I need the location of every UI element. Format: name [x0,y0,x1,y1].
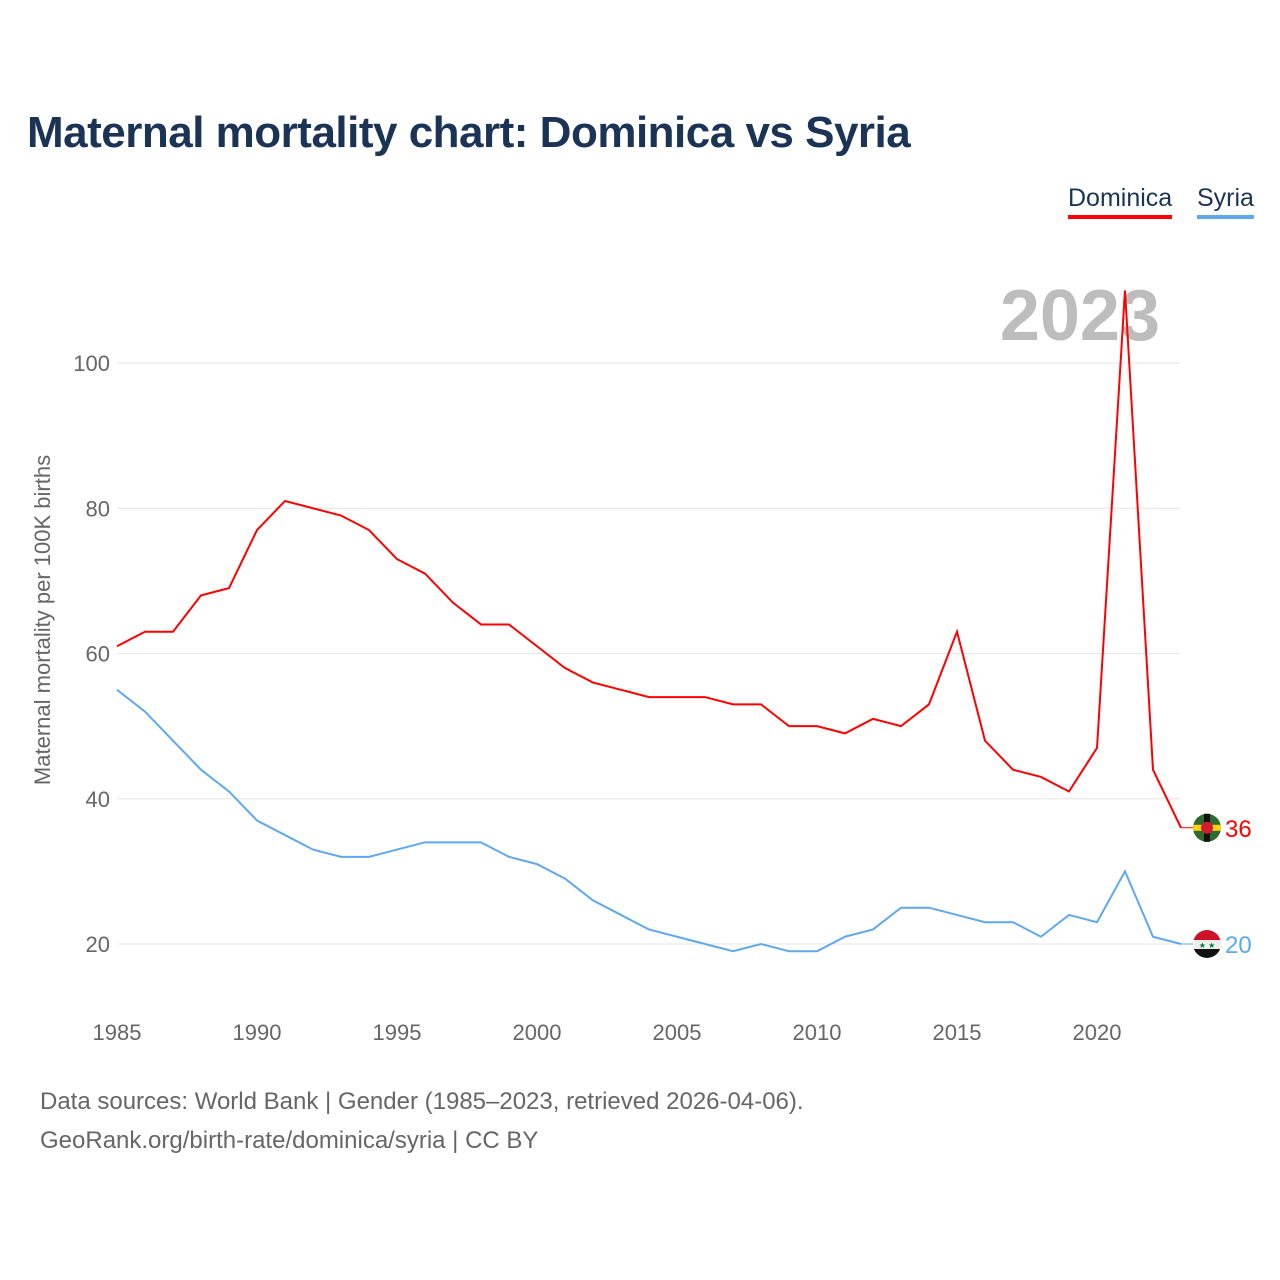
end-value-label: 36 [1225,816,1252,843]
x-tick-label: 2000 [513,1020,562,1045]
x-tick-label: 2015 [933,1020,982,1045]
y-tick-label: 60 [86,642,110,667]
x-tick-label: 1985 [93,1020,142,1045]
footer-url[interactable]: GeoRank.org/birth-rate/dominica/syria | … [40,1127,539,1154]
flag-syria-icon: ★ ★ [1193,930,1221,958]
footer-sources: Data sources: World Bank | Gender (1985–… [40,1088,804,1115]
x-tick-label: 1990 [233,1020,282,1045]
x-tick-label: 2020 [1073,1020,1122,1045]
y-tick-label: 80 [86,496,110,521]
end-value-label: 20 [1225,932,1252,959]
series-line-dominica [116,290,1182,829]
svg-text:★ ★: ★ ★ [1199,941,1216,950]
y-tick-label: 20 [86,932,110,957]
x-tick-label: 2005 [653,1020,702,1045]
x-tick-label: 2010 [793,1020,842,1045]
y-axis-label: Maternal mortality per 100K births [30,455,55,785]
y-tick-label: 40 [86,787,110,812]
y-tick-label: 100 [73,351,110,376]
legend-dominica[interactable]: Dominica [1068,184,1173,219]
x-tick-label: 1995 [373,1020,422,1045]
series-line-syria [116,689,1182,953]
legend-syria[interactable]: Syria [1197,184,1254,219]
flag-dominica-icon [1193,813,1221,842]
year-watermark: 2023 [1000,276,1160,356]
page-title: Maternal mortality chart: Dominica vs Sy… [27,108,911,157]
